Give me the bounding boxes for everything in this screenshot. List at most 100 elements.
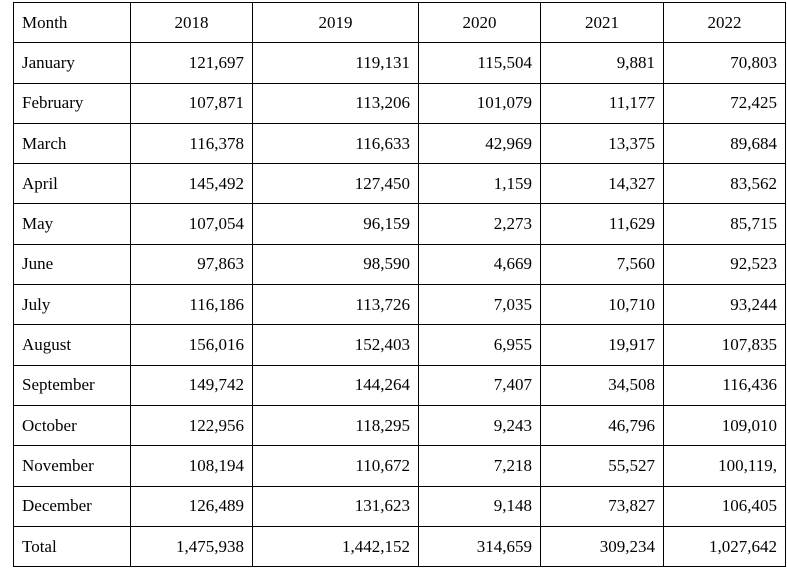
value-cell: 46,796 (540, 404, 664, 447)
table-row: March 116,378 116,633 42,969 13,375 89,684 (13, 122, 786, 165)
table-row: October 122,956 118,295 9,243 46,796 109,010 (13, 404, 786, 447)
table-body: Month 2018 2019 2020 2021 2022 January 121,697 1… (13, 1, 786, 568)
value-cell: 34,508 (540, 364, 664, 406)
header-cell: 2019 (252, 1, 419, 44)
value-cell: 72,425 (663, 82, 786, 124)
value-cell: 70,803 (663, 42, 786, 84)
value-cell: 2,273 (418, 203, 541, 245)
month-cell: December (13, 485, 131, 527)
value-cell: 6,955 (418, 324, 541, 366)
table-row: January 121,697 119,131 115,504 9,881 70,803 (13, 42, 786, 84)
value-cell: 107,054 (130, 203, 253, 245)
value-cell: 314,659 (418, 525, 541, 568)
value-cell: 115,504 (418, 42, 541, 84)
value-cell: 116,633 (252, 122, 419, 165)
value-cell: 113,206 (252, 82, 419, 124)
value-cell: 106,405 (663, 485, 786, 527)
month-cell: May (13, 203, 131, 245)
table-row: August 156,016 152,403 6,955 19,917 107,835 (13, 324, 786, 366)
value-cell: 92,523 (663, 243, 786, 286)
table-row: September 149,742 144,264 7,407 34,508 116,43… (13, 364, 786, 406)
value-cell: 4,669 (418, 243, 541, 286)
value-cell: 1,159 (418, 163, 541, 205)
value-cell: 149,742 (130, 364, 253, 406)
value-cell: 93,244 (663, 284, 786, 326)
value-cell: 121,697 (130, 42, 253, 84)
value-cell: 11,177 (540, 82, 664, 124)
value-cell: 152,403 (252, 324, 419, 366)
value-cell: 109,010 (663, 404, 786, 447)
value-cell: 9,881 (540, 42, 664, 84)
month-cell: February (13, 82, 131, 124)
value-cell: 113,726 (252, 284, 419, 326)
value-cell: 100,119, (663, 445, 786, 487)
month-cell: January (13, 42, 131, 84)
table-row: Total 1,475,938 1,442,152 314,659 309,234 1,0… (13, 525, 786, 568)
value-cell: 127,450 (252, 163, 419, 205)
value-cell: 1,442,152 (252, 525, 419, 568)
header-cell: 2022 (663, 1, 786, 44)
table-row: February 107,871 113,206 101,079 11,177 72,42… (13, 82, 786, 124)
value-cell: 131,623 (252, 485, 419, 527)
value-cell: 7,560 (540, 243, 664, 286)
value-cell: 116,436 (663, 364, 786, 406)
value-cell: 42,969 (418, 122, 541, 165)
value-cell: 96,159 (252, 203, 419, 245)
value-cell: 122,956 (130, 404, 253, 447)
value-cell: 119,131 (252, 42, 419, 84)
header-row: Month 2018 2019 2020 2021 2022 (13, 1, 786, 44)
value-cell: 83,562 (663, 163, 786, 205)
month-cell: April (13, 163, 131, 205)
month-cell: July (13, 284, 131, 326)
value-cell: 1,475,938 (130, 525, 253, 568)
value-cell: 108,194 (130, 445, 253, 487)
value-cell: 107,871 (130, 82, 253, 124)
value-cell: 9,243 (418, 404, 541, 447)
value-cell: 85,715 (663, 203, 786, 245)
value-cell: 309,234 (540, 525, 664, 568)
month-cell: August (13, 324, 131, 366)
value-cell: 19,917 (540, 324, 664, 366)
value-cell: 116,378 (130, 122, 253, 165)
header-cell: 2021 (540, 1, 664, 44)
header-cell: 2018 (130, 1, 253, 44)
month-cell: March (13, 122, 131, 165)
month-cell: September (13, 364, 131, 406)
value-cell: 55,527 (540, 445, 664, 487)
data-table: Month 2018 2019 2020 2021 2022 January 121,697 1… (13, 1, 786, 568)
month-cell: June (13, 243, 131, 286)
value-cell: 10,710 (540, 284, 664, 326)
month-cell: October (13, 404, 131, 447)
value-cell: 110,672 (252, 445, 419, 487)
value-cell: 7,035 (418, 284, 541, 326)
table-row: May 107,054 96,159 2,273 11,629 85,715 (13, 203, 786, 245)
value-cell: 89,684 (663, 122, 786, 165)
value-cell: 98,590 (252, 243, 419, 286)
table-row: June 97,863 98,590 4,669 7,560 92,523 (13, 243, 786, 286)
header-cell: Month (13, 1, 131, 44)
header-cell: 2020 (418, 1, 541, 44)
value-cell: 156,016 (130, 324, 253, 366)
value-cell: 7,218 (418, 445, 541, 487)
value-cell: 144,264 (252, 364, 419, 406)
value-cell: 97,863 (130, 243, 253, 286)
month-cell: November (13, 445, 131, 487)
value-cell: 118,295 (252, 404, 419, 447)
value-cell: 1,027,642 (663, 525, 786, 568)
value-cell: 11,629 (540, 203, 664, 245)
month-cell: Total (13, 525, 131, 568)
value-cell: 73,827 (540, 485, 664, 527)
table-row: July 116,186 113,726 7,035 10,710 93,244 (13, 284, 786, 326)
value-cell: 7,407 (418, 364, 541, 406)
value-cell: 107,835 (663, 324, 786, 366)
table-row: November 108,194 110,672 7,218 55,527 100,119… (13, 445, 786, 487)
value-cell: 145,492 (130, 163, 253, 205)
value-cell: 14,327 (540, 163, 664, 205)
table-row: April 145,492 127,450 1,159 14,327 83,562 (13, 163, 786, 205)
value-cell: 126,489 (130, 485, 253, 527)
value-cell: 101,079 (418, 82, 541, 124)
value-cell: 9,148 (418, 485, 541, 527)
value-cell: 116,186 (130, 284, 253, 326)
value-cell: 13,375 (540, 122, 664, 165)
